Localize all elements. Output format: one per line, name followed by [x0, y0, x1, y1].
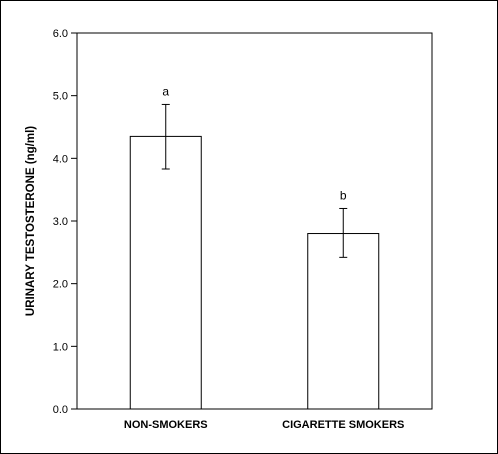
bar [307, 233, 380, 410]
bar [129, 135, 202, 410]
x-category-label: CIGARETTE SMOKERS [282, 419, 404, 431]
y-tick-label: 4.0 [53, 153, 68, 165]
significance-label: a [162, 84, 169, 98]
y-tick-label: 0.0 [53, 404, 68, 416]
y-tick-label: 3.0 [53, 216, 68, 228]
plot-area: 0.0 1.0 2.0 3.0 4.0 5.0 6.0 URINARY TESTOSTERON… [25, 28, 433, 431]
significance-label: b [340, 188, 347, 202]
y-tick-label: 1.0 [53, 341, 68, 353]
y-tick-label: 2.0 [53, 279, 68, 291]
y-tick-label: 5.0 [53, 91, 68, 103]
y-tick-label: 6.0 [53, 28, 68, 40]
y-axis-label: URINARY TESTOSTERONE (ng/ml) [25, 126, 37, 316]
x-category-label: NON-SMOKERS [124, 419, 208, 431]
